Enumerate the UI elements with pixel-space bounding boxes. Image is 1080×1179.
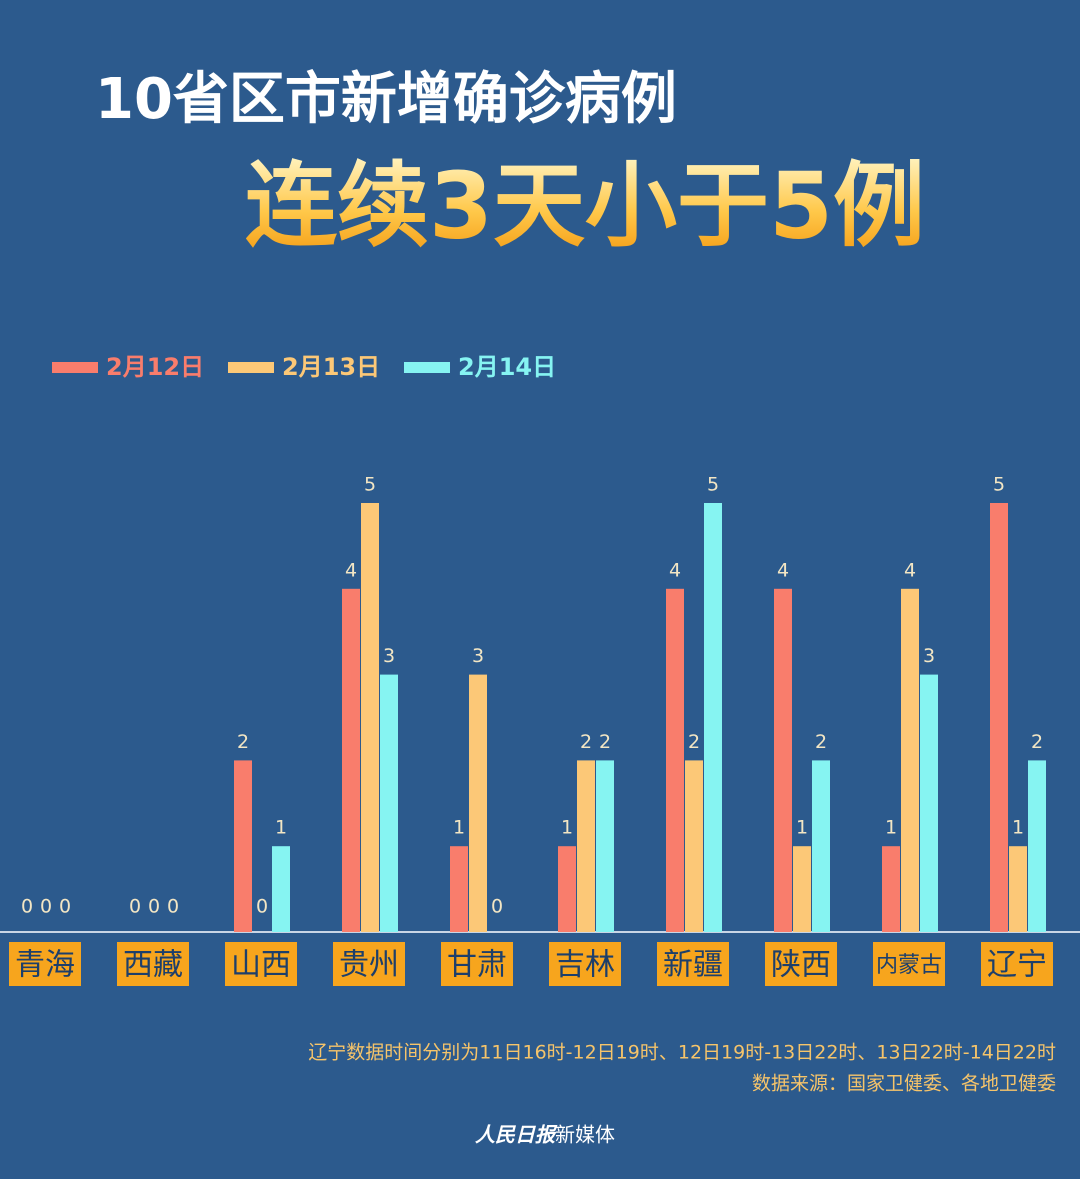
brand-suffix: 新媒体 xyxy=(555,1123,615,1147)
x-tick-label: 新疆 xyxy=(663,948,723,983)
value-label: 0 xyxy=(59,896,71,918)
footnote: 辽宁数据时间分别为11日16时-12日19时、12日19时-13日22时、13日… xyxy=(308,1042,1056,1064)
bar xyxy=(793,846,811,932)
bar xyxy=(1009,846,1027,932)
value-label: 4 xyxy=(777,559,789,581)
bar xyxy=(812,760,830,932)
category-box xyxy=(549,942,621,986)
value-label: 1 xyxy=(796,817,808,839)
x-tick-label: 西藏 xyxy=(123,948,183,983)
value-label: 5 xyxy=(364,474,376,496)
value-label: 4 xyxy=(345,559,357,581)
value-label: 3 xyxy=(472,645,484,667)
category-box xyxy=(117,942,189,986)
bar xyxy=(342,588,360,932)
value-label: 0 xyxy=(129,896,141,918)
value-label: 1 xyxy=(561,817,573,839)
legend-swatch xyxy=(228,362,274,373)
value-label: 2 xyxy=(688,731,700,753)
brand-logo: 人民日报 xyxy=(475,1123,558,1147)
bar xyxy=(577,760,595,932)
category-box xyxy=(225,942,297,986)
bar xyxy=(469,674,487,932)
bar xyxy=(685,760,703,932)
value-label: 3 xyxy=(383,645,395,667)
bar xyxy=(882,846,900,932)
value-label: 5 xyxy=(707,474,719,496)
bar xyxy=(920,674,938,932)
value-label: 0 xyxy=(21,896,33,918)
value-label: 1 xyxy=(885,817,897,839)
category-box xyxy=(981,942,1053,986)
category-box xyxy=(9,942,81,986)
x-tick-label: 陕西 xyxy=(771,948,831,983)
x-tick-label: 山西 xyxy=(231,948,291,983)
legend-swatch xyxy=(404,362,450,373)
category-box xyxy=(765,942,837,986)
x-tick-label: 吉林 xyxy=(555,948,615,983)
value-label: 3 xyxy=(923,645,935,667)
bar xyxy=(234,760,252,932)
value-label: 0 xyxy=(40,896,52,918)
bar xyxy=(272,846,290,932)
bar xyxy=(1028,760,1046,932)
category-box xyxy=(441,942,513,986)
bar xyxy=(666,588,684,932)
value-label: 2 xyxy=(1031,731,1043,753)
x-tick-label: 贵州 xyxy=(339,948,399,983)
chart-title: 10省区市新增确诊病例 xyxy=(95,67,677,132)
x-tick-label: 甘肃 xyxy=(447,948,507,983)
value-label: 1 xyxy=(453,817,465,839)
source: 数据来源：国家卫健委、各地卫健委 xyxy=(752,1073,1056,1095)
value-label: 0 xyxy=(167,896,179,918)
bar xyxy=(558,846,576,932)
value-label: 2 xyxy=(580,731,592,753)
x-tick-label: 青海 xyxy=(15,948,75,983)
value-label: 0 xyxy=(256,896,268,918)
bar xyxy=(380,674,398,932)
category-box xyxy=(657,942,729,986)
bar xyxy=(901,588,919,932)
legend-label: 2月12日 xyxy=(106,353,204,381)
value-label: 5 xyxy=(993,474,1005,496)
chart-subtitle: 连续3天小于5例 xyxy=(245,152,925,259)
bar xyxy=(704,503,722,932)
value-label: 0 xyxy=(148,896,160,918)
bar xyxy=(596,760,614,932)
bar xyxy=(361,503,379,932)
bar xyxy=(990,503,1008,932)
value-label: 4 xyxy=(669,559,681,581)
bar xyxy=(450,846,468,932)
category-box xyxy=(333,942,405,986)
category-box xyxy=(873,942,945,986)
value-label: 1 xyxy=(1012,817,1024,839)
x-tick-label: 辽宁 xyxy=(987,948,1047,983)
bar xyxy=(774,588,792,932)
value-label: 2 xyxy=(599,731,611,753)
value-label: 1 xyxy=(275,817,287,839)
legend-label: 2月13日 xyxy=(282,353,380,381)
value-label: 4 xyxy=(904,559,916,581)
value-label: 2 xyxy=(815,731,827,753)
value-label: 0 xyxy=(491,896,503,918)
legend-swatch xyxy=(52,362,98,373)
legend-label: 2月14日 xyxy=(458,353,556,381)
value-label: 2 xyxy=(237,731,249,753)
x-tick-label: 内蒙古 xyxy=(876,953,942,978)
